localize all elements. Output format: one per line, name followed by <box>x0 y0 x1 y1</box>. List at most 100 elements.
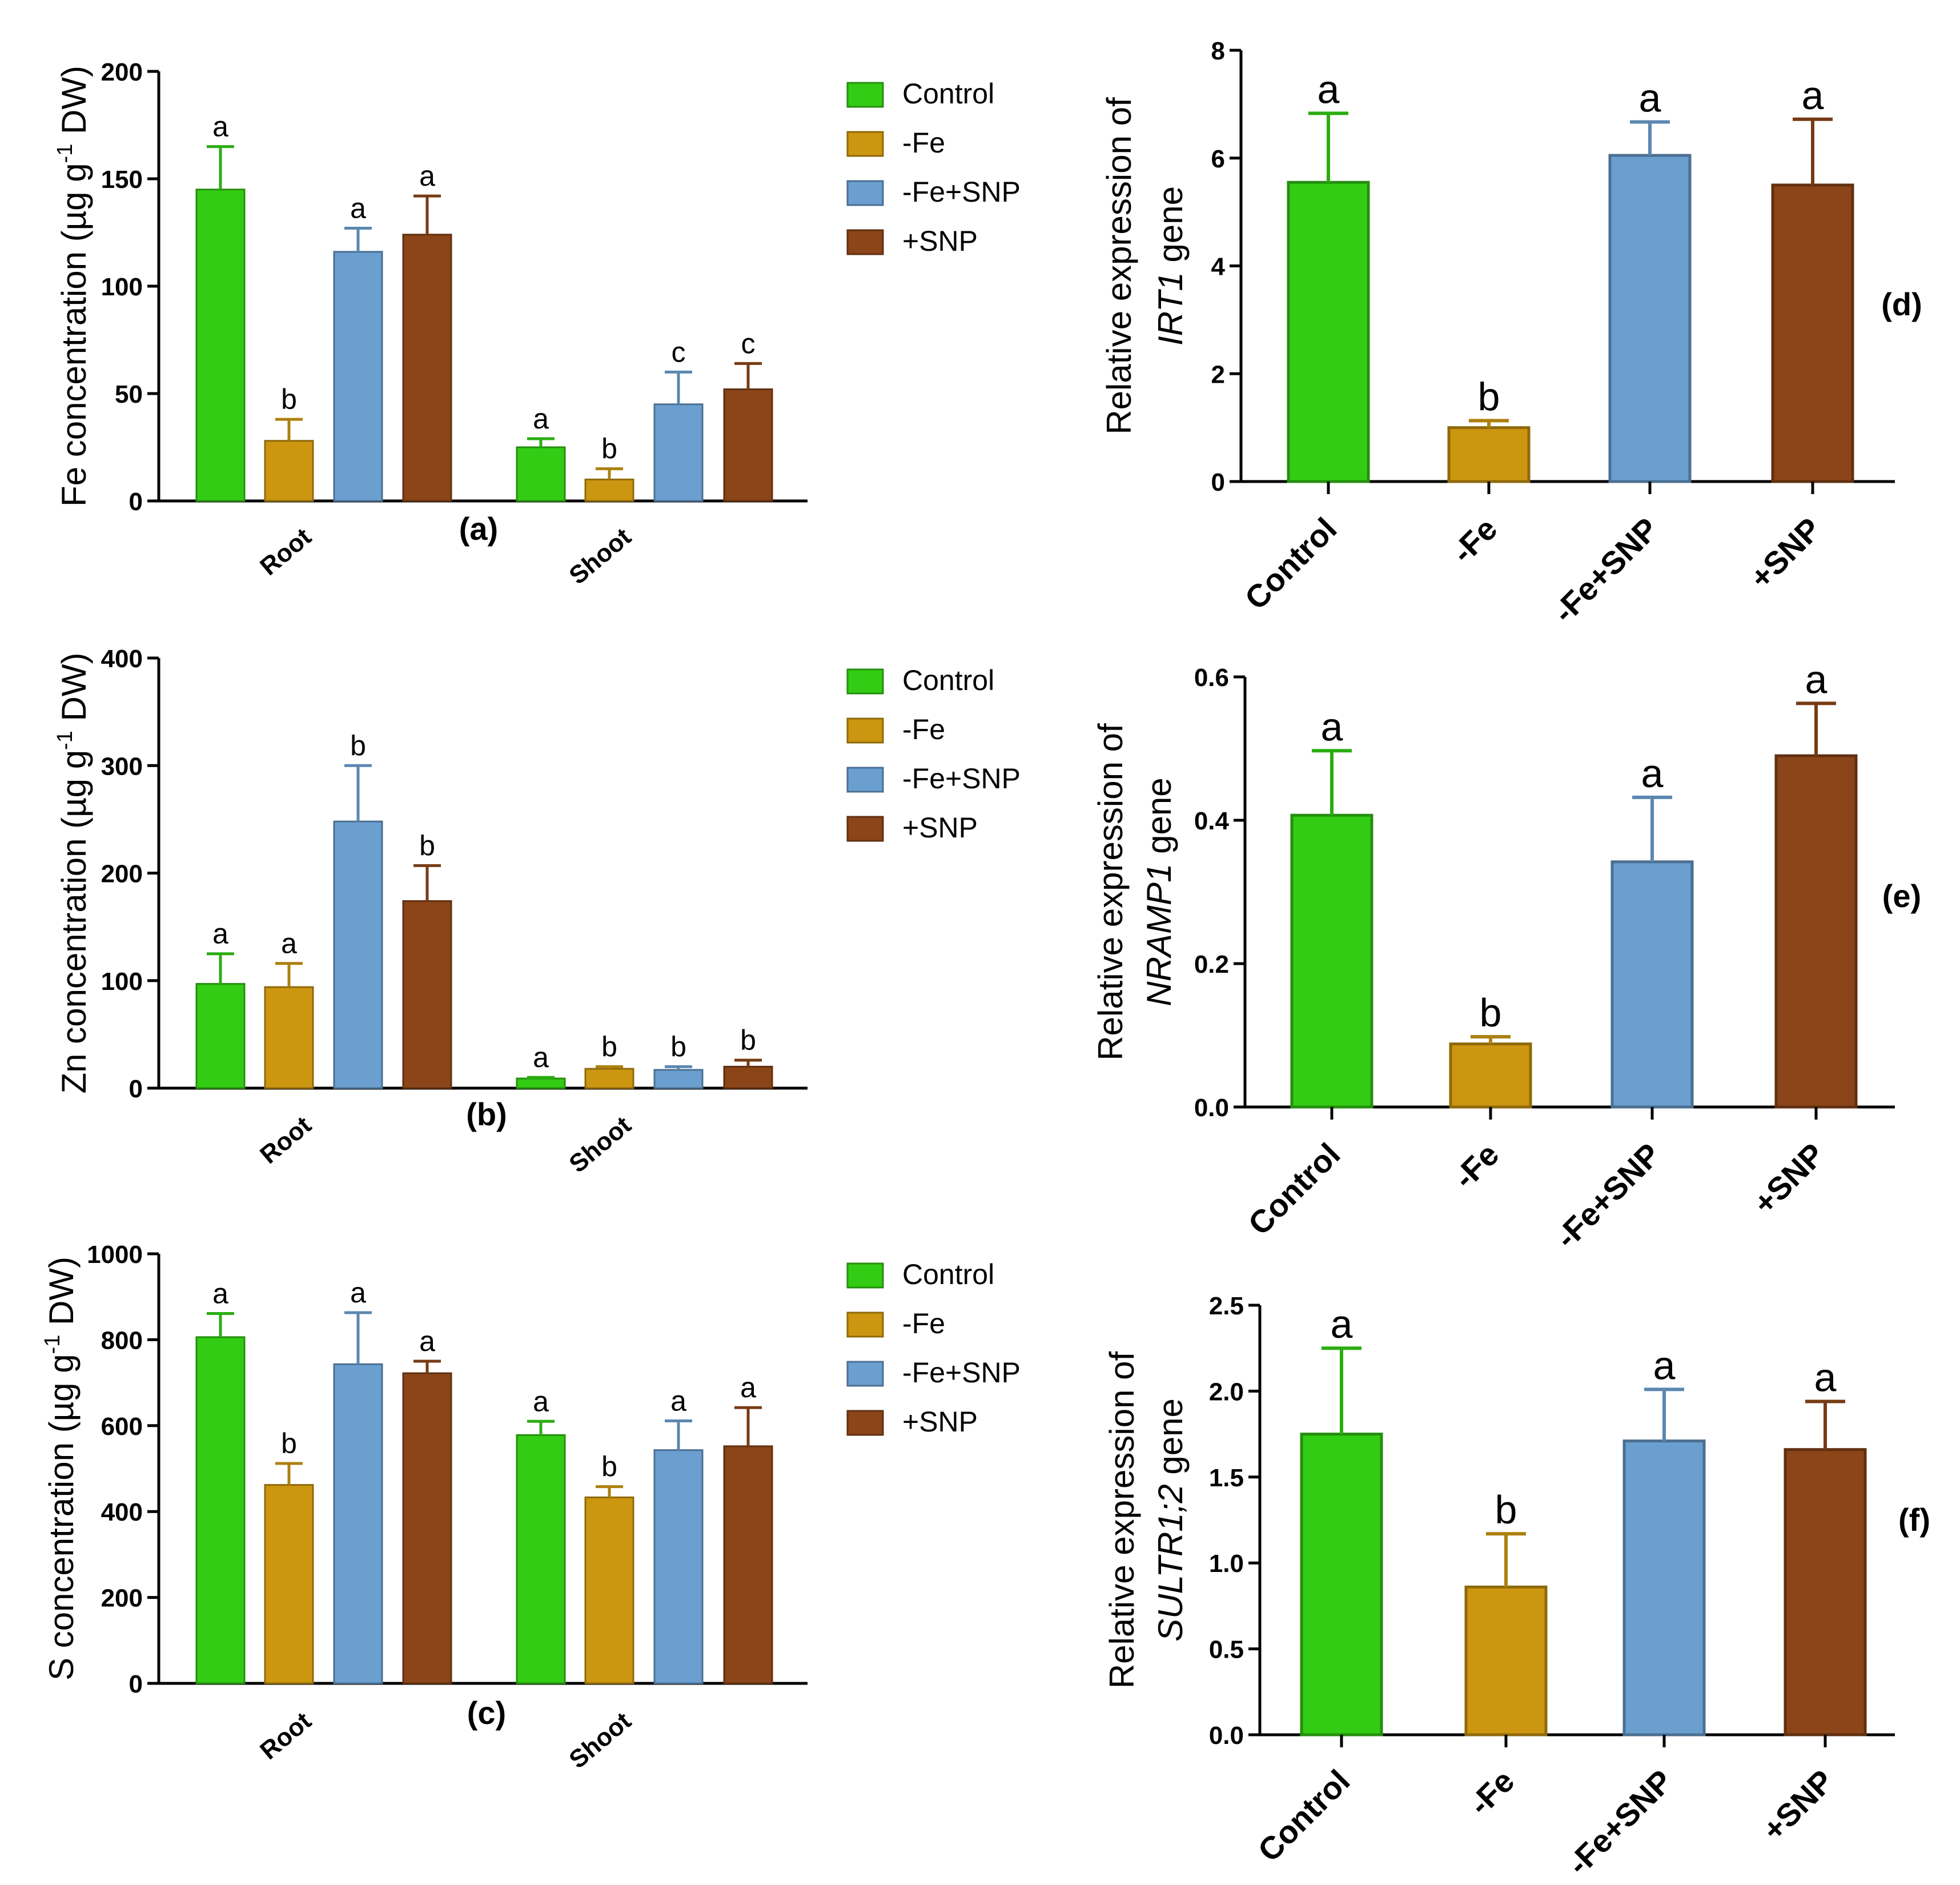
y-axis-title-line1: Relative expression of <box>1091 723 1130 1061</box>
significance-letter: a <box>419 1325 435 1357</box>
bar--Fe+SNP <box>1608 154 1692 483</box>
y-tick-label: 8 <box>1211 37 1225 65</box>
y-tick-label: 200 <box>101 58 143 86</box>
y-tick-label: 400 <box>101 1498 143 1526</box>
significance-letter: a <box>670 1385 686 1417</box>
bar--Fe-Root <box>264 986 314 1089</box>
bar--Fe-Shoot <box>584 478 634 502</box>
legend-label: Control <box>902 78 994 110</box>
significance-letter: b <box>601 433 617 465</box>
bar--Fe+SNP-Shoot <box>653 1069 704 1089</box>
legend-swatch-Control <box>846 668 884 695</box>
y-tick-label: 50 <box>115 380 143 408</box>
y-axis-title-line1: Relative expression of <box>1100 97 1138 435</box>
bar-+SNP-Shoot <box>723 1065 773 1089</box>
y-tick-label: 600 <box>101 1413 143 1441</box>
legend: Control -Fe -Fe+SNP +SNP <box>846 78 1021 257</box>
significance-letter: b <box>670 1030 686 1062</box>
y-tick-label: 150 <box>101 166 143 194</box>
y-tick-label: 2.5 <box>1209 1292 1244 1320</box>
bar-Control-Shoot <box>516 446 566 502</box>
significance-letter: a <box>1814 1355 1837 1399</box>
y-axis-title-line2: SULTR1;2 gene <box>1151 1398 1190 1642</box>
bar--Fe <box>1464 1585 1548 1736</box>
legend-label: -Fe <box>902 127 945 159</box>
panel-tag: (c) <box>467 1695 506 1731</box>
legend-label: -Fe <box>902 713 945 745</box>
y-tick-label: 6 <box>1211 145 1225 173</box>
y-tick-label: 800 <box>101 1326 143 1354</box>
significance-letter: b <box>281 1427 297 1459</box>
y-tick-label: 0.2 <box>1194 950 1229 978</box>
bar--Fe <box>1449 1042 1532 1109</box>
legend-swatch-+SNP <box>846 1410 884 1436</box>
bar-+SNP <box>1784 1448 1867 1736</box>
significance-letter: a <box>1318 67 1340 111</box>
y-axis-title: S concentration (µg g-1 DW) <box>41 1257 81 1681</box>
y-tick-label: 0.0 <box>1194 1094 1229 1122</box>
y-tick-label: 1000 <box>87 1241 143 1269</box>
legend-swatch--Fe+SNP <box>846 1361 884 1387</box>
bar--Fe+SNP <box>1622 1439 1706 1736</box>
significance-letter: b <box>350 729 366 761</box>
bar-+SNP <box>1771 183 1854 483</box>
y-axis-title-line2: NRAMP1 gene <box>1140 777 1178 1006</box>
y-tick-label: 0 <box>1211 468 1225 496</box>
y-tick-label: 1.5 <box>1209 1464 1244 1492</box>
significance-letter: a <box>1639 76 1661 121</box>
bar-Control-Shoot <box>516 1434 566 1685</box>
significance-letter: a <box>212 111 228 143</box>
bar-+SNP-Root <box>402 234 452 502</box>
legend-label: -Fe+SNP <box>902 763 1021 795</box>
y-tick-label: 0 <box>129 488 143 516</box>
y-tick-label: 2 <box>1211 360 1225 388</box>
significance-letter: a <box>533 403 549 435</box>
y-tick-label: 0.0 <box>1209 1722 1244 1750</box>
y-axis-title: Zn concentration (µg g-1 DW) <box>53 653 93 1094</box>
significance-letter: a <box>533 1385 549 1417</box>
legend: Control -Fe -Fe+SNP +SNP <box>846 664 1021 844</box>
panel-tag: (b) <box>466 1096 507 1132</box>
y-tick-label: 1.0 <box>1209 1550 1244 1578</box>
bar--Fe+SNP-Root <box>333 820 383 1089</box>
significance-letter: a <box>212 1278 228 1310</box>
bar-Control <box>1300 1433 1383 1736</box>
bar--Fe+SNP-Root <box>333 251 383 502</box>
significance-letter: c <box>741 327 756 359</box>
significance-letter: a <box>1321 704 1343 749</box>
legend-swatch--Fe+SNP <box>846 180 884 206</box>
bar-+SNP-Shoot <box>723 388 773 502</box>
significance-letter: a <box>1653 1343 1676 1387</box>
panel-tag: (e) <box>1882 878 1921 914</box>
y-tick-label: 0.5 <box>1209 1636 1244 1664</box>
bar-+SNP-Root <box>402 1372 452 1685</box>
legend-swatch--Fe <box>846 717 884 744</box>
legend-label: +SNP <box>902 812 978 844</box>
bar-Control-Root <box>195 982 246 1089</box>
bar-+SNP-Root <box>402 900 452 1089</box>
legend-label: -Fe <box>902 1308 945 1339</box>
y-tick-label: 0.6 <box>1194 664 1229 692</box>
legend-label: Control <box>902 1258 994 1290</box>
panel-tag: (f) <box>1898 1502 1930 1538</box>
significance-letter: a <box>740 1371 756 1403</box>
y-tick-label: 2.0 <box>1209 1378 1244 1406</box>
significance-letter: a <box>1331 1302 1353 1346</box>
legend-swatch-+SNP <box>846 229 884 255</box>
bar-Control-Shoot <box>516 1077 566 1089</box>
panel-tag: (d) <box>1881 286 1922 322</box>
bar-Control <box>1290 813 1373 1109</box>
y-tick-label: 0 <box>129 1075 143 1103</box>
legend-swatch--Fe <box>846 1312 884 1338</box>
bar--Fe+SNP-Shoot <box>653 1449 704 1685</box>
y-tick-label: 400 <box>101 645 143 673</box>
legend: Control -Fe -Fe+SNP +SNP <box>846 1258 1021 1438</box>
significance-letter: a <box>350 1277 366 1309</box>
significance-letter: a <box>419 160 435 192</box>
legend-label: +SNP <box>902 1406 978 1438</box>
significance-letter: a <box>533 1041 549 1073</box>
bar--Fe-Shoot <box>584 1496 634 1685</box>
significance-letter: a <box>281 928 297 960</box>
bar-Control-Root <box>195 188 246 502</box>
bar--Fe+SNP <box>1610 860 1694 1109</box>
